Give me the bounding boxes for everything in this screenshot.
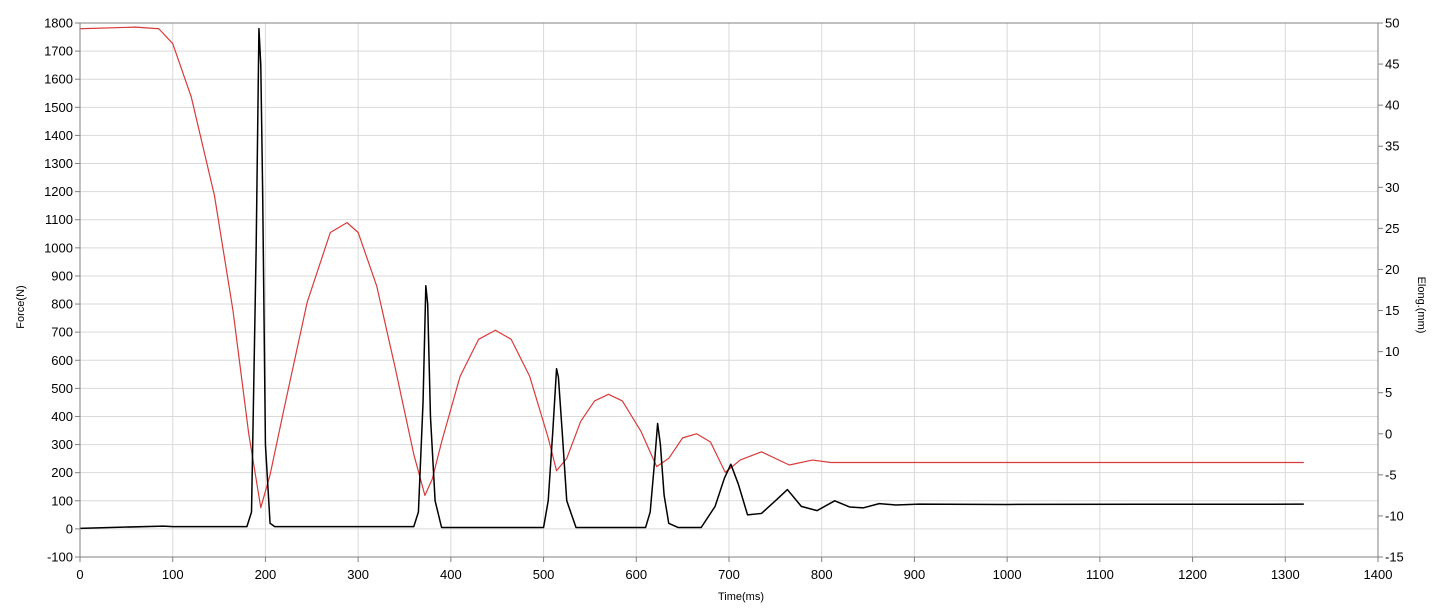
right-y-tick-label: 20 bbox=[1385, 262, 1399, 277]
x-tick-label: 800 bbox=[811, 567, 833, 582]
x-tick-label: 700 bbox=[718, 567, 740, 582]
right-y-tick-label: -15 bbox=[1385, 550, 1404, 565]
x-tick-label: 1100 bbox=[1086, 567, 1114, 582]
x-tick-label: 1000 bbox=[993, 567, 1022, 582]
grid bbox=[80, 22, 1378, 558]
left-y-tick-label: 100 bbox=[51, 493, 73, 508]
x-axis-title: Time(ms) bbox=[718, 591, 764, 603]
left-y-tick-label: 1600 bbox=[44, 72, 73, 87]
right-y-tick-label: -10 bbox=[1385, 508, 1404, 523]
right-y-tick-label: 50 bbox=[1385, 16, 1399, 31]
left-y-tick-label: 400 bbox=[51, 409, 73, 424]
right-y-tick-label: 15 bbox=[1385, 303, 1399, 318]
x-tick-label: 900 bbox=[904, 567, 926, 582]
left-y-tick-label: 1400 bbox=[44, 128, 73, 143]
series-layer bbox=[79, 26, 1304, 530]
left-y-tick-label: -100 bbox=[47, 550, 73, 565]
left-y-tick-label: 500 bbox=[51, 381, 73, 396]
right-y-tick-label: 30 bbox=[1385, 180, 1399, 195]
right-y-tick-label: -5 bbox=[1385, 467, 1397, 482]
x-tick-label: 100 bbox=[162, 567, 184, 582]
right-y-axis-title: Elong.(mm) bbox=[1415, 277, 1427, 334]
left-y-tick-label: 1500 bbox=[44, 100, 73, 115]
right-y-tick-label: 40 bbox=[1385, 98, 1399, 113]
x-tick-label: 400 bbox=[440, 567, 462, 582]
left-y-tick-label: 1200 bbox=[44, 184, 73, 199]
left-y-tick-label: 0 bbox=[66, 521, 73, 536]
left-y-tick-label: 600 bbox=[51, 353, 73, 368]
left-y-tick-label: 700 bbox=[51, 325, 73, 340]
force-series-line bbox=[79, 27, 1304, 530]
x-tick-label: 300 bbox=[347, 567, 369, 582]
left-y-tick-label: 1800 bbox=[44, 16, 73, 31]
x-tick-label: 1300 bbox=[1271, 567, 1300, 582]
right-y-tick-label: 25 bbox=[1385, 221, 1399, 236]
x-tick-label: 0 bbox=[76, 567, 83, 582]
x-tick-label: 1200 bbox=[1178, 567, 1207, 582]
left-y-tick-label: 300 bbox=[51, 437, 73, 452]
left-y-tick-label: 1000 bbox=[44, 240, 73, 255]
right-y-tick-label: 35 bbox=[1385, 139, 1399, 154]
left-y-tick-label: 200 bbox=[51, 465, 73, 480]
x-tick-label: 1400 bbox=[1364, 567, 1393, 582]
x-tick-label: 200 bbox=[255, 567, 277, 582]
left-y-tick-label: 900 bbox=[51, 268, 73, 283]
left-y-tick-label: 1700 bbox=[44, 44, 73, 59]
left-y-axis: -100 0 100 200 300 400 500 600 700 800 900 1000 1100… bbox=[44, 16, 80, 565]
right-y-tick-label: 5 bbox=[1385, 385, 1392, 400]
right-y-axis: -15 -10 -5 0 5 10 15 20 25 30 35 40 45 50 bbox=[1378, 16, 1404, 565]
left-y-tick-label: 1100 bbox=[45, 212, 73, 227]
elongation-series-line bbox=[79, 26, 1304, 509]
left-y-tick-label: 800 bbox=[51, 297, 73, 312]
left-y-tick-label: 1300 bbox=[44, 156, 73, 171]
x-axis: 0 100 200 300 400 500 600 700 800 900 1000 1100 1200… bbox=[76, 557, 1392, 582]
left-y-axis-title: Force(N) bbox=[15, 285, 27, 328]
right-y-tick-label: 0 bbox=[1385, 426, 1392, 441]
x-tick-label: 500 bbox=[533, 567, 555, 582]
x-tick-label: 600 bbox=[625, 567, 647, 582]
right-y-tick-label: 45 bbox=[1385, 57, 1399, 72]
right-y-tick-label: 10 bbox=[1385, 344, 1399, 359]
